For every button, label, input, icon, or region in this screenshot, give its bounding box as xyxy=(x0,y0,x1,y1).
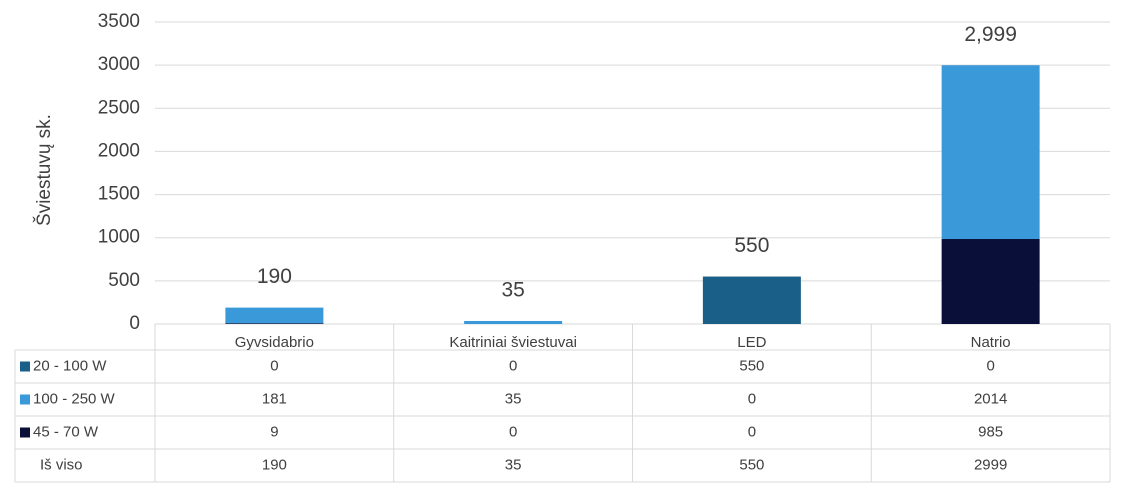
table-cell: 0 xyxy=(748,423,756,440)
table-cell: 550 xyxy=(739,456,764,473)
legend-swatch xyxy=(20,394,30,405)
x-tick-label: Natrio xyxy=(971,334,1011,351)
legend-swatch xyxy=(20,427,30,438)
bar-segment xyxy=(225,307,324,324)
legend-label: 45 - 70 W xyxy=(33,423,99,440)
y-tick-label: 3500 xyxy=(98,11,140,32)
bar-segment xyxy=(225,323,324,324)
y-tick-label: 3000 xyxy=(98,54,140,75)
table-cell: 2999 xyxy=(974,456,1007,473)
table-cell: 0 xyxy=(270,357,278,374)
table-cell: 9 xyxy=(270,423,278,440)
legend-swatch xyxy=(20,361,30,372)
bar-segment xyxy=(464,320,563,324)
table-cell: 35 xyxy=(505,456,522,473)
table-cell: 0 xyxy=(986,357,994,374)
y-tick-label: 2500 xyxy=(98,97,140,118)
x-tick-label: LED xyxy=(737,334,766,351)
table-cell: 985 xyxy=(978,423,1003,440)
bar-segment xyxy=(941,239,1040,324)
y-tick-label: 500 xyxy=(108,270,140,291)
table-cell: 0 xyxy=(748,390,756,407)
table-cell: 181 xyxy=(262,390,287,407)
legend-label: 100 - 250 W xyxy=(33,390,116,407)
data-label: 550 xyxy=(734,234,769,257)
table-cell: 550 xyxy=(739,357,764,374)
table-cell: 0 xyxy=(509,357,517,374)
total-label: Iš viso xyxy=(40,456,83,473)
y-tick-label: 0 xyxy=(129,313,140,334)
data-label: 190 xyxy=(257,265,292,288)
x-tick-label: Gyvsidabrio xyxy=(235,334,314,351)
table-cell: 35 xyxy=(505,390,522,407)
y-tick-label: 2000 xyxy=(98,140,140,161)
bar-segment xyxy=(702,276,801,324)
y-tick-label: 1000 xyxy=(98,227,140,248)
x-tick-label: Kaitriniai šviestuvai xyxy=(449,334,577,351)
bar-segment xyxy=(941,65,1040,240)
y-axis-title: Šviestuvų sk. xyxy=(33,114,55,226)
data-label: 35 xyxy=(501,279,524,302)
y-tick-label: 1500 xyxy=(98,184,140,205)
table-cell: 0 xyxy=(509,423,517,440)
data-label: 2,999 xyxy=(964,23,1017,46)
table-cell: 190 xyxy=(262,456,287,473)
table-cell: 2014 xyxy=(974,390,1007,407)
legend-label: 20 - 100 W xyxy=(33,357,107,374)
